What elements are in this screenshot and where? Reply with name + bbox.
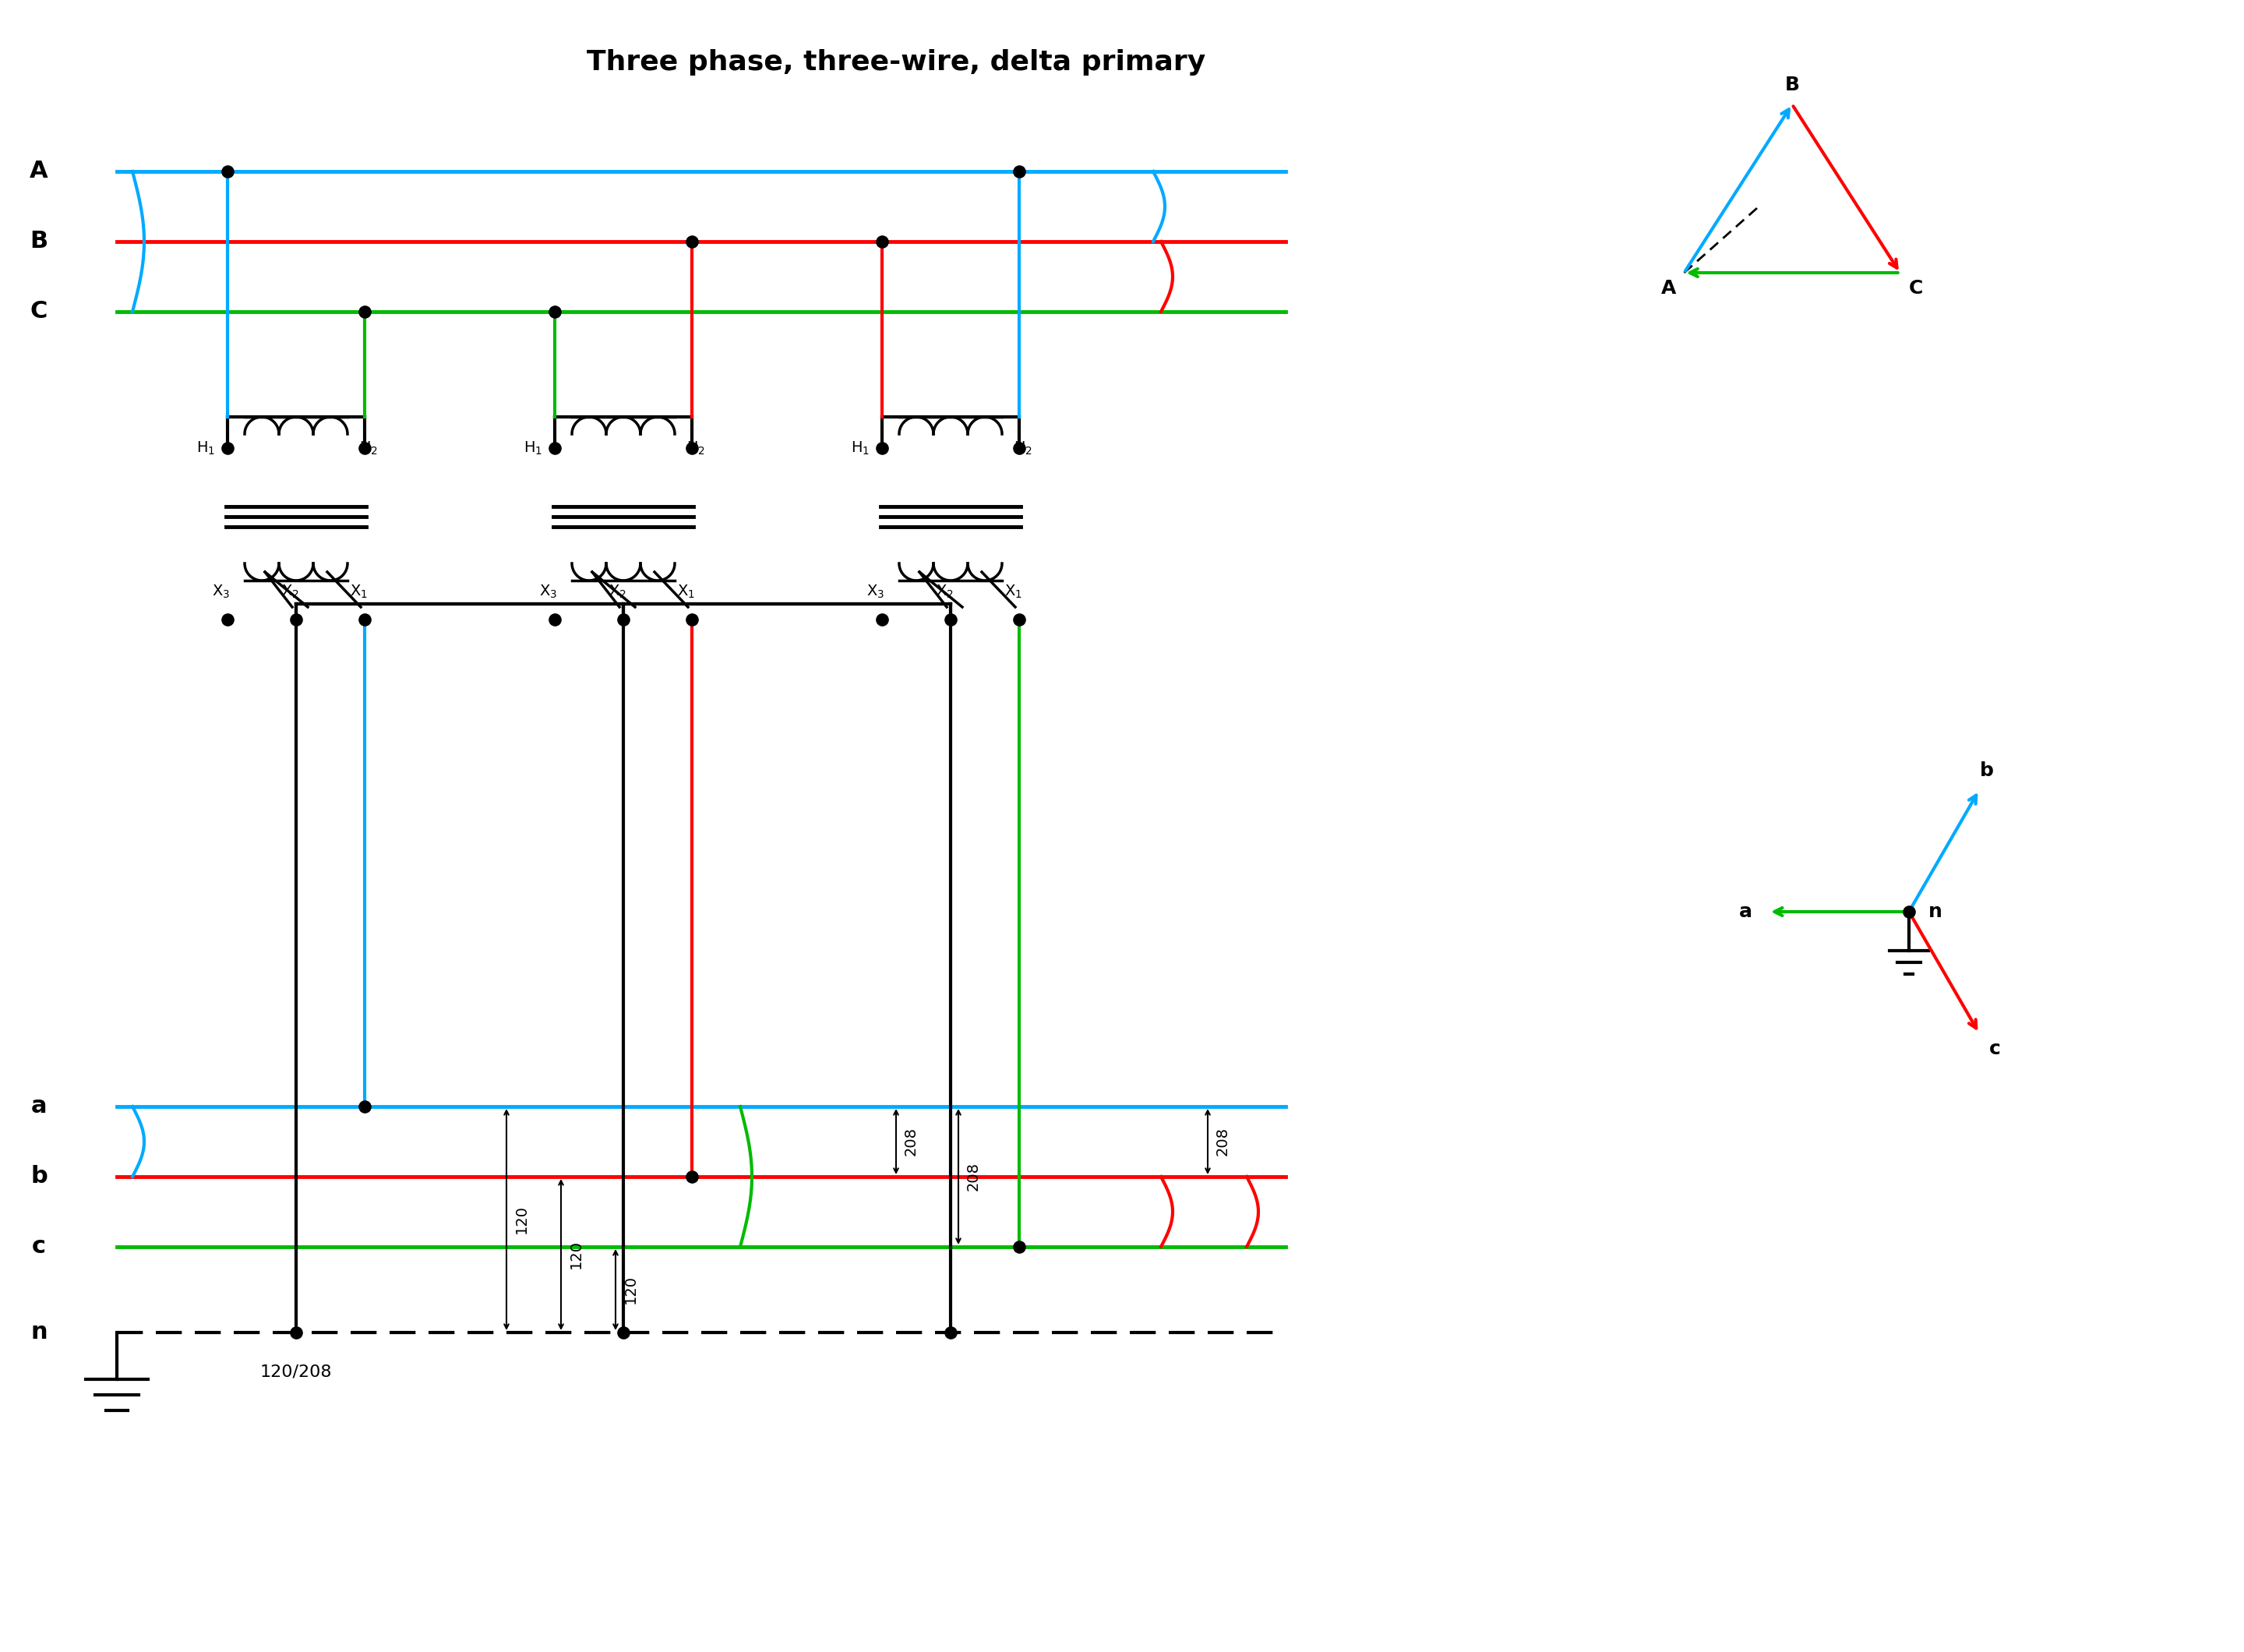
- Text: X$_2$: X$_2$: [280, 583, 298, 600]
- Text: X$_1$: X$_1$: [678, 583, 696, 600]
- Text: c: c: [31, 1236, 45, 1259]
- Point: [673, 606, 709, 633]
- Point: [346, 299, 381, 325]
- Text: X$_2$: X$_2$: [936, 583, 954, 600]
- Text: n: n: [1928, 902, 1943, 922]
- Text: H$_1$: H$_1$: [523, 439, 543, 456]
- Point: [278, 1320, 314, 1346]
- Point: [1001, 434, 1037, 461]
- Text: 120: 120: [514, 1204, 530, 1234]
- Text: 208: 208: [967, 1163, 981, 1191]
- Point: [278, 606, 314, 633]
- Point: [1001, 606, 1037, 633]
- Point: [864, 228, 900, 254]
- Text: 120: 120: [624, 1275, 637, 1303]
- Text: H$_2$: H$_2$: [359, 439, 377, 456]
- Text: X$_3$: X$_3$: [866, 583, 884, 600]
- Text: X$_1$: X$_1$: [1003, 583, 1021, 600]
- Point: [1001, 159, 1037, 185]
- Text: 120/208: 120/208: [260, 1363, 332, 1379]
- Point: [536, 434, 572, 461]
- Text: Three phase, three-wire, delta primary: Three phase, three-wire, delta primary: [586, 50, 1205, 76]
- Point: [606, 1320, 642, 1346]
- Text: H$_2$: H$_2$: [687, 439, 705, 456]
- Point: [864, 434, 900, 461]
- Text: 208: 208: [1216, 1127, 1230, 1156]
- Text: B: B: [29, 230, 47, 253]
- Text: X$_2$: X$_2$: [608, 583, 626, 600]
- Text: n: n: [31, 1322, 47, 1343]
- Text: H$_2$: H$_2$: [1014, 439, 1032, 456]
- Text: 208: 208: [904, 1127, 918, 1156]
- Point: [673, 1163, 709, 1189]
- Point: [1892, 899, 1928, 925]
- Text: c: c: [1988, 1039, 1999, 1059]
- Point: [209, 434, 245, 461]
- Point: [346, 434, 381, 461]
- Text: A: A: [1661, 279, 1676, 297]
- Point: [536, 299, 572, 325]
- Text: b: b: [31, 1165, 47, 1188]
- Text: B: B: [1784, 76, 1800, 94]
- Point: [864, 606, 900, 633]
- Text: X$_3$: X$_3$: [539, 583, 557, 600]
- Text: A: A: [29, 160, 47, 183]
- Text: C: C: [29, 301, 47, 324]
- Text: H$_1$: H$_1$: [850, 439, 871, 456]
- Point: [209, 159, 245, 185]
- Point: [209, 606, 245, 633]
- Text: X$_3$: X$_3$: [213, 583, 231, 600]
- Point: [346, 606, 381, 633]
- Text: X$_1$: X$_1$: [350, 583, 368, 600]
- Point: [346, 1094, 381, 1120]
- Text: C: C: [1907, 279, 1923, 297]
- Point: [673, 228, 709, 254]
- Point: [934, 1320, 969, 1346]
- Point: [1001, 1234, 1037, 1260]
- Text: 120: 120: [568, 1241, 583, 1269]
- Point: [934, 606, 969, 633]
- Text: a: a: [31, 1095, 47, 1118]
- Text: a: a: [1739, 902, 1753, 922]
- Point: [536, 606, 572, 633]
- Point: [673, 434, 709, 461]
- Text: b: b: [1979, 762, 1995, 780]
- Text: H$_1$: H$_1$: [195, 439, 215, 456]
- Point: [606, 606, 642, 633]
